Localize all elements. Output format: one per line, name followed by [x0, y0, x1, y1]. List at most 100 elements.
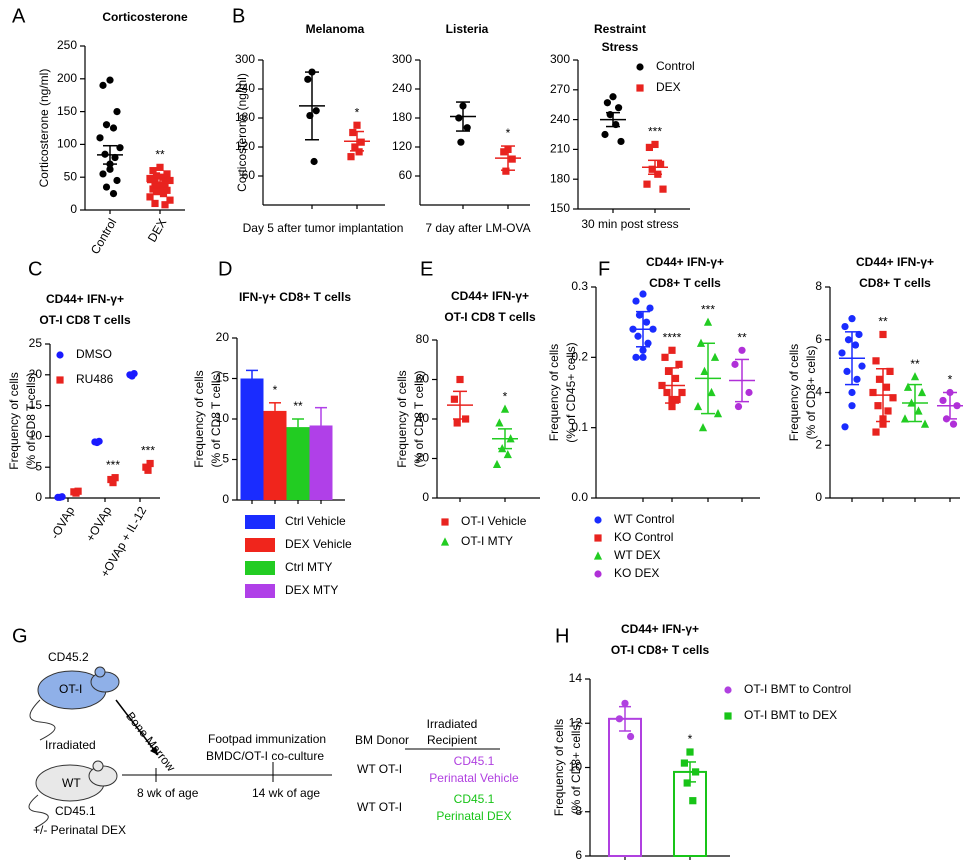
data-point — [920, 419, 930, 428]
y-tick-label: 240 — [550, 112, 570, 126]
data-point — [872, 357, 880, 365]
data-point — [617, 137, 625, 146]
data-point — [731, 360, 739, 368]
data-point — [872, 428, 880, 436]
legend-label[interactable]: OT-I Vehicle — [461, 514, 527, 528]
legend-label[interactable]: DEX MTY — [285, 583, 338, 597]
legend-label[interactable]: WT DEX — [614, 548, 660, 562]
y-axis-label: (% of CD8 T cells) — [412, 371, 426, 468]
data-point — [58, 493, 66, 501]
y-tick-label: 8 — [815, 279, 822, 293]
legend-label[interactable]: OT-I BMT to Control — [744, 682, 851, 696]
data-point — [910, 372, 920, 381]
data-point — [594, 570, 602, 578]
panel-label: A — [12, 5, 26, 27]
significance: * — [688, 732, 693, 746]
legend-label[interactable]: RU486 — [76, 372, 114, 386]
data-point — [111, 474, 119, 482]
y-tick-label: 0 — [222, 492, 229, 506]
legend-label[interactable]: KO DEX — [614, 566, 659, 580]
data-point — [116, 144, 124, 152]
y-axis-label: (% of CD8 T cells) — [209, 371, 223, 468]
data-point — [304, 75, 312, 83]
data-point — [351, 143, 359, 151]
data-point — [643, 180, 651, 188]
y-tick-label: 60 — [416, 372, 430, 386]
table-header: Irradiated — [427, 717, 478, 731]
significance: ** — [293, 399, 303, 413]
significance: *** — [141, 444, 155, 458]
data-point — [914, 406, 923, 415]
panel-label: H — [555, 625, 569, 647]
legend-label[interactable]: KO Control — [614, 530, 673, 544]
data-point — [683, 779, 691, 787]
data-point — [855, 330, 863, 339]
chart-title: OT-I CD8+ T cells — [611, 643, 710, 657]
legend-label[interactable]: Ctrl Vehicle — [285, 514, 346, 528]
data-point — [634, 332, 642, 340]
y-axis-label: Frequency of cells — [7, 372, 21, 469]
data-point — [146, 174, 154, 183]
data-point — [615, 715, 624, 723]
legend-label[interactable]: DMSO — [76, 347, 112, 361]
data-point — [848, 315, 856, 323]
y-tick-label: 300 — [392, 52, 412, 66]
data-point — [882, 383, 891, 391]
data-point — [455, 114, 463, 122]
chart-title: CD8+ T cells — [649, 276, 721, 290]
data-point — [692, 768, 700, 776]
data-point — [632, 297, 640, 305]
data-point — [74, 487, 82, 495]
y-tick-label: 15 — [216, 371, 230, 385]
label: Bone Marrow — [123, 709, 178, 774]
y-tick-label: 40 — [416, 411, 430, 425]
legend-label[interactable]: OT-I BMT to DEX — [744, 708, 837, 722]
legend-label[interactable]: OT-I MTY — [461, 534, 513, 548]
y-tick-label: 0 — [422, 490, 429, 504]
y-tick-label: 180 — [550, 171, 570, 185]
data-point — [703, 317, 713, 326]
y-axis-label: (% of CD8 T cells) — [24, 373, 38, 470]
legend-label[interactable]: Ctrl MTY — [285, 560, 332, 574]
data-point — [903, 382, 913, 391]
bar — [608, 717, 642, 858]
data-point — [593, 551, 603, 560]
data-point — [463, 124, 471, 132]
data-point — [99, 170, 107, 178]
legend-label[interactable]: DEX — [656, 80, 681, 94]
chart-title: CD44+ IFN-γ+ — [451, 289, 529, 303]
mouse-tail — [29, 699, 56, 741]
data-point — [161, 201, 169, 209]
data-point — [636, 84, 644, 92]
legend-label[interactable]: Control — [656, 59, 695, 73]
y-tick-label: 5 — [35, 459, 42, 473]
data-point — [453, 419, 461, 427]
chart-title: IFN-γ+ CD8+ T cells — [239, 290, 351, 304]
recipient-mouse-head — [88, 765, 118, 787]
arrow — [115, 699, 159, 756]
data-point — [502, 167, 510, 175]
y-axis-label: Frequency of cells — [395, 370, 409, 467]
y-tick-label: 0 — [815, 490, 822, 504]
data-point — [858, 362, 866, 370]
legend-label[interactable]: DEX Vehicle — [285, 537, 352, 551]
data-point — [146, 193, 154, 201]
table-cell: CD45.1 — [454, 754, 495, 768]
data-point — [107, 475, 115, 484]
data-point — [130, 369, 138, 378]
y-tick-label: 240 — [392, 81, 412, 95]
y-tick-label: 12 — [569, 715, 583, 729]
legend-label[interactable]: WT Control — [614, 512, 674, 526]
label: +/- Perinatal DEX — [33, 823, 126, 837]
label: CD45.1 — [55, 804, 96, 818]
y-tick-label: 0 — [35, 490, 42, 504]
mouse-tail — [28, 794, 49, 829]
label: Footpad immunization — [208, 732, 326, 746]
data-point — [939, 396, 947, 405]
significance: **** — [663, 330, 682, 344]
table-cell: WT OT-I — [357, 800, 402, 814]
x-tick-label: +OVAp — [83, 504, 114, 544]
data-point — [724, 686, 732, 694]
bar — [309, 425, 333, 500]
data-point — [635, 311, 644, 319]
